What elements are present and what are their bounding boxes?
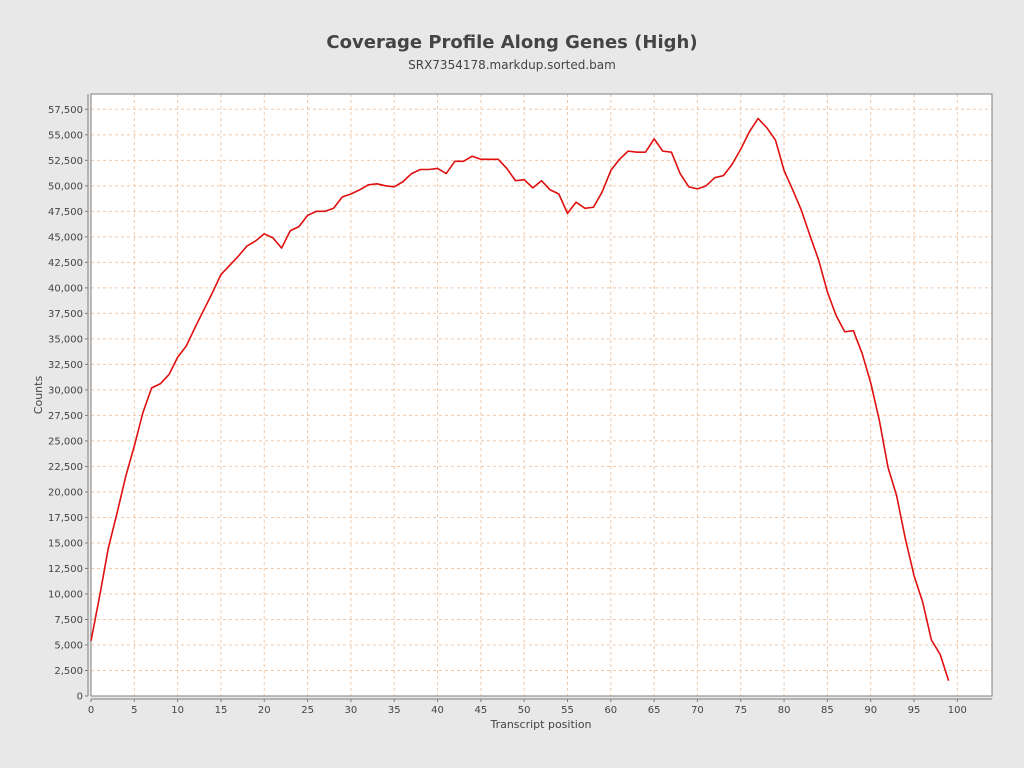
x-tick-label: 10 bbox=[171, 705, 184, 716]
y-tick-label: 47,500 bbox=[48, 207, 83, 218]
x-tick-label: 80 bbox=[778, 705, 791, 716]
y-tick-label: 0 bbox=[77, 692, 83, 703]
y-tick-label: 12,500 bbox=[48, 564, 83, 575]
y-tick-label: 55,000 bbox=[48, 130, 83, 141]
y-tick-label: 35,000 bbox=[48, 334, 83, 345]
x-tick-label: 95 bbox=[908, 705, 921, 716]
series-layer bbox=[90, 117, 950, 681]
y-tick-label: 52,500 bbox=[48, 156, 83, 167]
x-tick-label: 60 bbox=[604, 705, 617, 716]
x-tick-label: 50 bbox=[518, 705, 531, 716]
y-tick-label: 5,000 bbox=[54, 640, 83, 651]
x-tick-label: 100 bbox=[948, 705, 967, 716]
chart-subtitle: SRX7354178.markdup.sorted.bam bbox=[408, 58, 616, 72]
y-tick-label: 50,000 bbox=[48, 181, 83, 192]
x-tick-label: 90 bbox=[864, 705, 877, 716]
y-tick-label: 17,500 bbox=[48, 513, 83, 524]
x-tick-label: 45 bbox=[474, 705, 487, 716]
x-tick-label: 55 bbox=[561, 705, 574, 716]
x-tick-label: 70 bbox=[691, 705, 704, 716]
x-axis-label: Transcript position bbox=[489, 718, 591, 731]
x-tick-label: 30 bbox=[345, 705, 358, 716]
x-tick-label: 35 bbox=[388, 705, 401, 716]
x-tick-label: 25 bbox=[301, 705, 314, 716]
plot-area bbox=[91, 94, 992, 696]
x-tick-label: 40 bbox=[431, 705, 444, 716]
y-tick-label: 22,500 bbox=[48, 462, 83, 473]
y-tick-label: 2,500 bbox=[54, 666, 83, 677]
y-tick-label: 37,500 bbox=[48, 309, 83, 320]
axes: 0 2,500 5,000 7,500 10,000 12,500 15,000 17,500… bbox=[48, 94, 992, 716]
y-tick-label: 40,000 bbox=[48, 283, 83, 294]
y-tick-label: 27,500 bbox=[48, 411, 83, 422]
y-tick-label: 42,500 bbox=[48, 258, 83, 269]
y-tick-label: 57,500 bbox=[48, 105, 83, 116]
y-tick-label: 15,000 bbox=[48, 538, 83, 549]
y-tick-label: 45,000 bbox=[48, 232, 83, 243]
chart-title: Coverage Profile Along Genes (High) bbox=[326, 32, 697, 53]
x-tick-label: 5 bbox=[131, 705, 137, 716]
x-tick-label: 65 bbox=[648, 705, 661, 716]
x-tick-label: 85 bbox=[821, 705, 834, 716]
y-tick-label: 20,000 bbox=[48, 487, 83, 498]
coverage-series-line bbox=[90, 117, 950, 681]
y-tick-label: 10,000 bbox=[48, 589, 83, 600]
plot-border bbox=[90, 93, 993, 697]
grid-lines bbox=[90, 94, 992, 697]
y-axis-label: Counts bbox=[32, 376, 45, 415]
y-tick-label: 32,500 bbox=[48, 360, 83, 371]
x-tick-label: 0 bbox=[88, 705, 94, 716]
x-tick-label: 20 bbox=[258, 705, 271, 716]
y-tick-label: 7,500 bbox=[54, 615, 83, 626]
x-tick-label: 75 bbox=[734, 705, 747, 716]
y-tick-label: 30,000 bbox=[48, 385, 83, 396]
x-tick-label: 15 bbox=[215, 705, 228, 716]
y-tick-label: 25,000 bbox=[48, 436, 83, 447]
